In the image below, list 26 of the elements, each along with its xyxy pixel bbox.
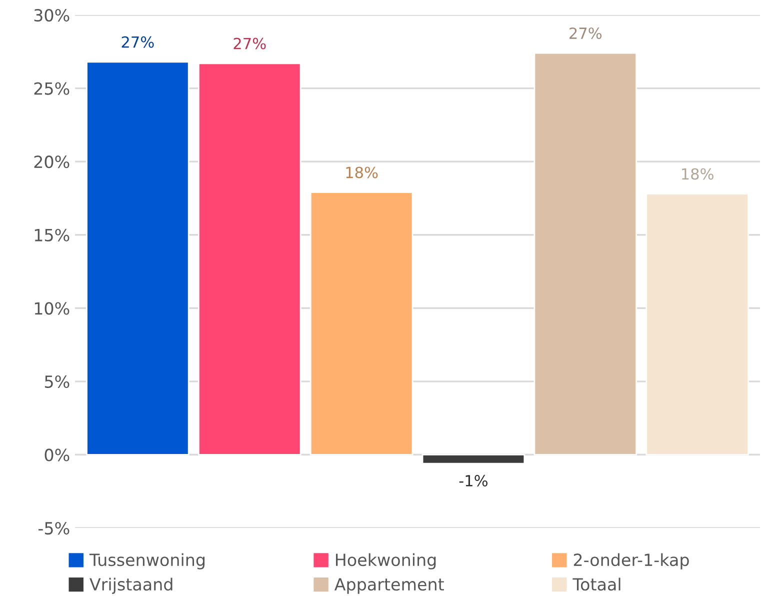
y-tick-label: -5% <box>38 522 70 535</box>
bar <box>310 192 414 456</box>
y-tick-label: 0% <box>44 448 70 462</box>
legend-label: Vrijstaand <box>90 578 172 594</box>
bar <box>422 454 526 464</box>
bar <box>646 193 749 456</box>
legend-label: Totaal <box>572 578 620 591</box>
data-label: 27% <box>570 27 602 40</box>
data-label: 27% <box>234 38 266 50</box>
legend-label: Tussenwoning <box>89 553 205 570</box>
data-label: -1% <box>459 474 488 486</box>
y-tick-label: 5% <box>44 375 70 388</box>
bar <box>198 62 302 456</box>
y-tick-label: 10% <box>34 302 70 315</box>
bar <box>534 52 638 456</box>
data-label: 18% <box>682 168 714 180</box>
data-label: 18% <box>346 166 378 178</box>
data-label: 27% <box>122 36 154 48</box>
y-tick-label: 30% <box>34 8 70 22</box>
bar <box>86 61 190 456</box>
y-tick-label: 20% <box>34 156 70 168</box>
y-tick-label: 25% <box>34 82 70 95</box>
y-tick-label: 15% <box>34 228 70 242</box>
legend-label: Hoekwoning <box>336 553 436 570</box>
legend-label: 2-onder-1-kap <box>574 553 689 570</box>
legend-label: Appartement <box>334 578 444 594</box>
